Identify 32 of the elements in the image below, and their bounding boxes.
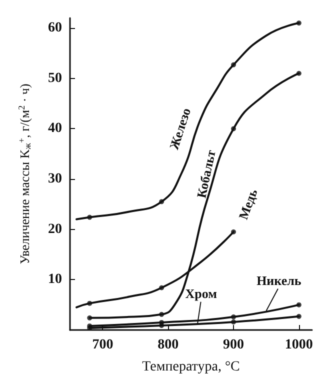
y-tick-label: 50: [48, 70, 62, 86]
y-tick-label: 60: [48, 20, 62, 36]
point: [87, 300, 92, 306]
point: [296, 302, 302, 308]
point: [231, 62, 236, 68]
x-axis-title: Температура, °C: [142, 360, 240, 374]
x-tick-label: 900: [223, 338, 244, 352]
y-tick-label: 30: [48, 172, 62, 187]
point: [87, 315, 92, 320]
point: [296, 70, 302, 76]
y-tick-label: 10: [48, 272, 62, 288]
point: [296, 20, 302, 26]
point: [159, 285, 164, 290]
x-tick-label: 700: [92, 338, 114, 352]
point: [231, 314, 236, 320]
point: [296, 314, 302, 319]
text: Кобальт: [194, 148, 219, 200]
text: Железо: [166, 106, 194, 152]
point: [87, 214, 92, 220]
series-label: Хром: [185, 286, 218, 301]
point: [231, 319, 236, 324]
point: [159, 199, 164, 204]
series-label: Никель: [256, 272, 302, 288]
x-tick-label: 800: [158, 338, 179, 352]
y-tick-label: 20: [48, 222, 62, 237]
y-axis-title: Увеличение массы Kж+, г/(м2 · ч): [16, 84, 32, 264]
y-tick-label: 40: [48, 121, 62, 136]
point: [231, 126, 236, 132]
text: Медь: [236, 186, 260, 222]
point: [159, 312, 164, 317]
point: [231, 229, 236, 234]
x-tick-label: 1000: [284, 338, 313, 352]
